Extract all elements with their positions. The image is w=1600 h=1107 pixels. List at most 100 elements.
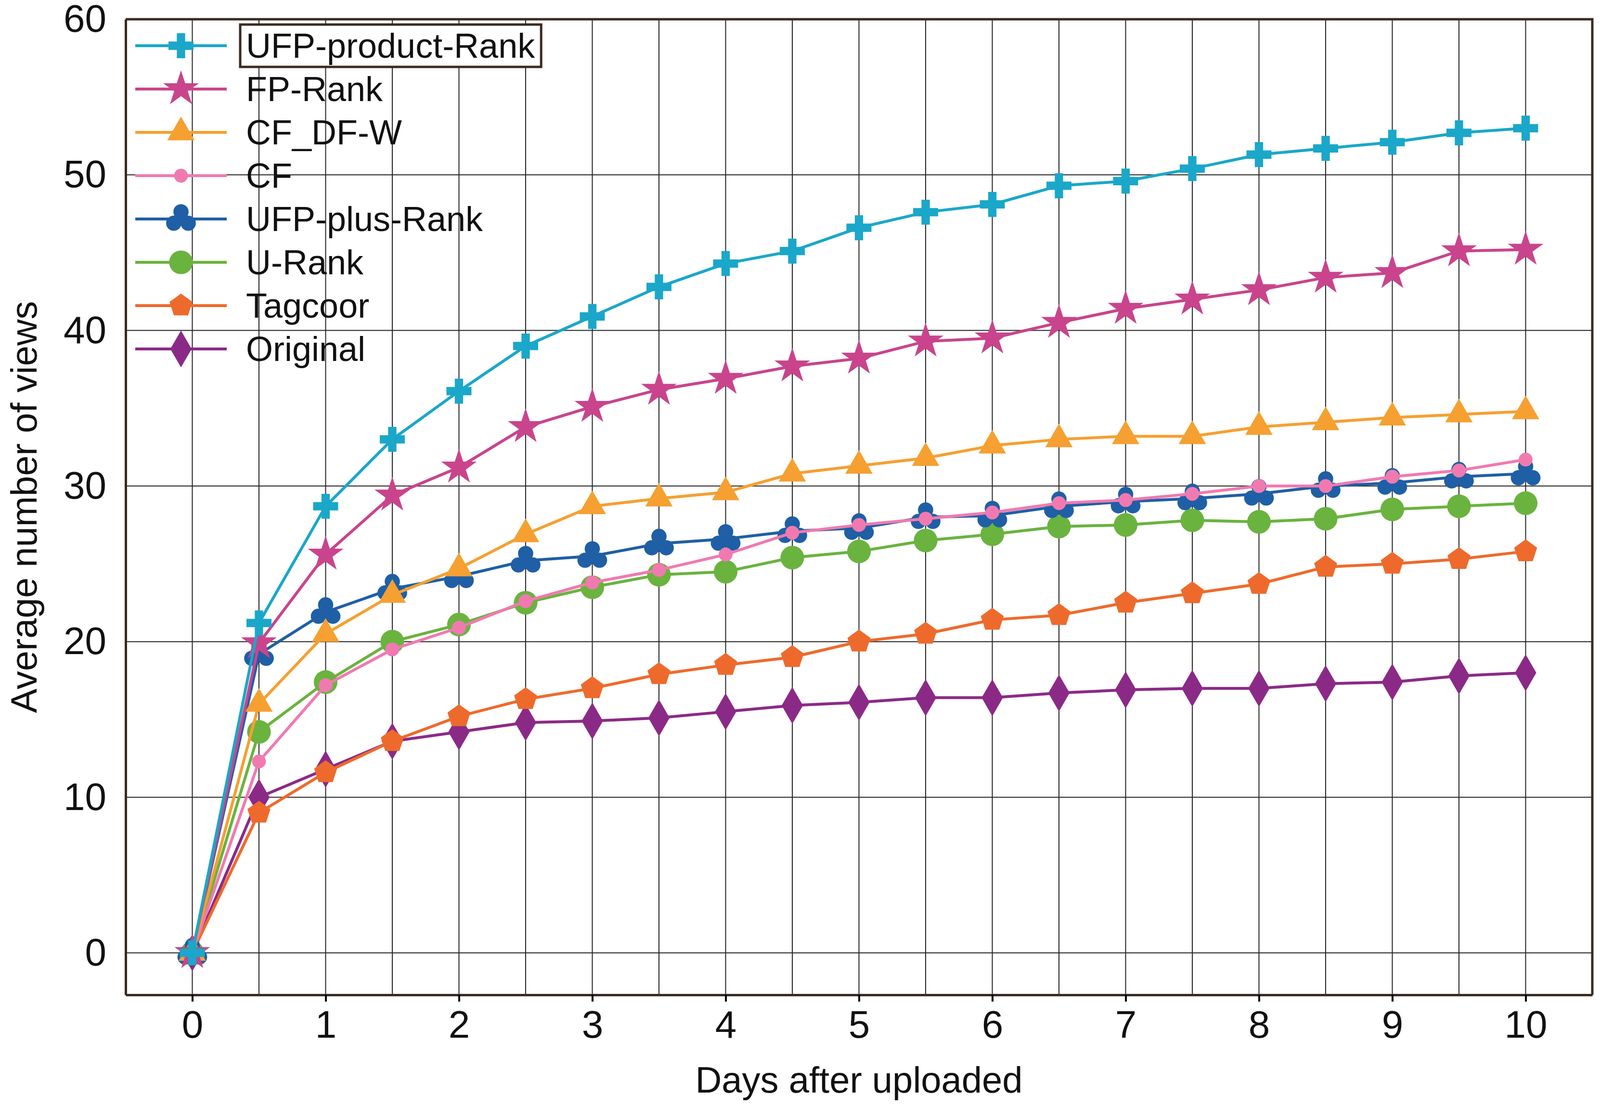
x-tick: 6	[981, 994, 1004, 1046]
series-marker	[913, 199, 939, 225]
series-marker	[785, 525, 800, 540]
legend-item: FP-Rank	[135, 69, 384, 109]
series-marker	[847, 539, 871, 564]
series-marker	[1177, 483, 1208, 511]
series-marker	[510, 545, 541, 573]
series-marker	[1446, 494, 1471, 518]
series-marker	[379, 426, 405, 452]
legend-label: UFP-product-Rank	[245, 26, 536, 65]
series-marker	[246, 610, 272, 636]
series-marker	[910, 502, 941, 530]
x-tick: 5	[848, 994, 871, 1046]
series-marker	[1312, 406, 1340, 430]
series-marker	[1314, 554, 1338, 577]
series-marker	[1244, 478, 1275, 506]
series-marker	[1185, 487, 1200, 502]
series-marker	[451, 620, 466, 635]
series-marker	[1385, 469, 1400, 484]
series-marker	[446, 378, 472, 404]
series-marker	[918, 511, 933, 526]
x-tick-label: 5	[848, 1003, 871, 1046]
series-marker	[840, 339, 877, 374]
x-tick-label: 0	[181, 1003, 204, 1046]
y-tick-label: 50	[63, 152, 107, 196]
series-marker	[907, 322, 944, 357]
series-marker	[513, 333, 539, 359]
series-marker	[580, 575, 605, 599]
grid-line-x	[658, 19, 660, 995]
series-marker	[1118, 493, 1133, 508]
series-marker	[318, 678, 333, 693]
x-tick-label: 1	[315, 1003, 337, 1046]
x-tick-label: 10	[1504, 1003, 1548, 1046]
x-tick: 9	[1381, 994, 1404, 1046]
series-marker	[646, 563, 671, 587]
grid-line-x	[858, 19, 860, 995]
series-marker	[980, 192, 1006, 218]
y-tick: 10	[63, 775, 126, 819]
series-marker	[714, 693, 736, 731]
series-marker	[1048, 674, 1070, 712]
series-marker	[1246, 141, 1272, 168]
x-tick: 7	[1115, 994, 1137, 1046]
series-marker	[1374, 254, 1410, 288]
series-marker	[1380, 497, 1405, 522]
series-marker	[1447, 547, 1471, 569]
legend-label: FP-Rank	[245, 69, 384, 109]
series	[178, 395, 1540, 961]
x-tick-mark	[1524, 994, 1527, 1002]
y-axis-line	[124, 19, 128, 996]
series-marker	[1313, 506, 1338, 531]
series-marker	[174, 934, 210, 968]
series-marker	[848, 683, 870, 722]
legend-marker	[174, 168, 189, 183]
series-marker	[777, 516, 808, 543]
series-marker	[714, 653, 738, 675]
y-tick: 40	[63, 308, 126, 352]
series-marker	[780, 545, 804, 570]
series	[180, 115, 1539, 966]
y-tick-label: 60	[63, 0, 107, 40]
series-marker	[447, 704, 471, 726]
grid-line-x	[725, 19, 727, 995]
legend-item: Tagcoor	[135, 286, 370, 325]
series-marker	[713, 559, 738, 584]
series-marker	[252, 754, 267, 769]
x-tick: 8	[1248, 994, 1271, 1046]
x-axis: 012345678910	[126, 994, 1593, 1046]
series-marker	[515, 704, 537, 742]
grid-line-y	[125, 174, 1593, 176]
series	[181, 654, 1536, 972]
series-marker	[1046, 514, 1071, 539]
plot-area	[174, 115, 1544, 972]
series-marker	[1511, 395, 1540, 420]
x-tick-mark	[591, 994, 594, 1002]
legend-marker	[168, 250, 193, 274]
series-marker	[1380, 129, 1406, 155]
x-tick-label: 2	[448, 1003, 471, 1046]
series-marker	[1180, 581, 1204, 604]
y-tick-label: 30	[63, 464, 107, 507]
legend: UFP-product-RankFP-RankCF_DF-WCFUFP-plus…	[135, 24, 542, 369]
series-marker	[1318, 478, 1333, 493]
series-marker	[507, 408, 544, 442]
series-marker	[1452, 463, 1467, 478]
grid-line-x	[391, 19, 393, 995]
y-tick-label: 0	[85, 930, 107, 974]
grid-line-x	[192, 19, 194, 995]
series-marker	[851, 517, 866, 532]
series-marker	[778, 457, 807, 482]
series-marker	[707, 360, 744, 394]
series-marker	[581, 702, 603, 740]
series-marker	[779, 238, 805, 264]
series-marker	[1247, 510, 1271, 534]
series-marker	[980, 607, 1005, 630]
x-tick-label: 3	[581, 1003, 604, 1046]
series-marker	[1513, 491, 1538, 516]
x-tick-mark	[1124, 994, 1127, 1002]
series-marker	[781, 686, 803, 724]
plot-frame	[125, 19, 1593, 995]
x-tick-mark	[324, 994, 327, 1002]
legend-label: CF	[245, 156, 293, 195]
series-marker	[913, 528, 938, 553]
